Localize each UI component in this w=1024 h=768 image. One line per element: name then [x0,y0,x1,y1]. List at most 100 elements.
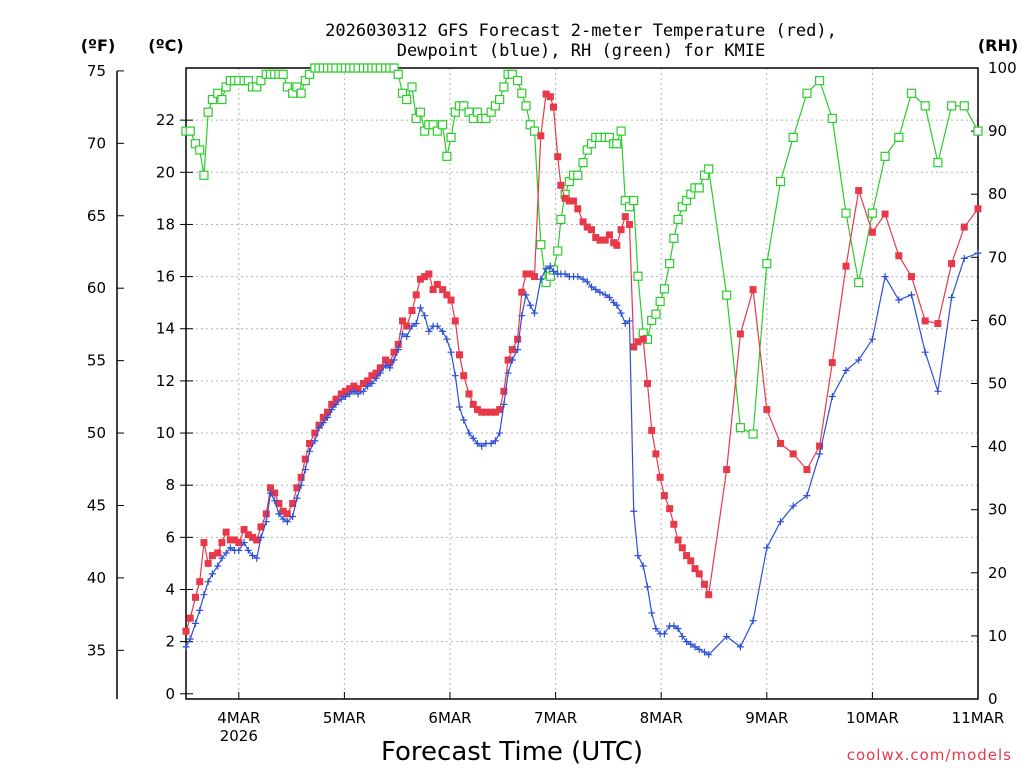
tick-labels: 4MAR 5MAR 6MAR 7MAR 8MAR 9MAR 10MAR 11MAR202602… [87,59,1017,745]
rh-point [507,69,517,79]
temperature-point [218,539,226,547]
dewpoint-point [289,512,297,520]
dewpoint-point [204,578,212,586]
dewpoint-point [705,651,713,659]
rh-point [217,94,227,105]
dewpoint-point [542,265,550,273]
temperature-point [451,317,459,325]
temperature-point [350,382,358,390]
temperature-point [482,408,490,416]
temperature-point [204,559,212,567]
celsius-tick-label: 16 [156,268,175,286]
dewpoint-point [648,609,656,617]
dewpoint-point [723,632,731,640]
temperature-point [262,510,270,518]
temperature-point [386,359,394,367]
dewpoint-point [881,273,889,281]
dewpoint-point [960,254,968,262]
temperature-point [372,369,380,377]
chart-title-line2: Dewpoint (blue), RH (green) for KMIE [397,41,765,61]
rh-point [841,208,851,218]
temperature-point [695,570,703,578]
temperature-point [182,627,190,635]
temperature-point [705,591,713,599]
temperature-point [301,455,309,463]
dewpoint-point [460,416,468,424]
temperature-point [398,317,406,325]
rh-point [973,126,983,136]
x-tick-label: 5MAR [323,709,366,727]
rh-point [735,423,746,433]
temperature-point [789,450,797,458]
temperature-point [447,296,455,304]
rh-point [906,88,917,98]
dewpoint-point [403,333,411,341]
temperature-point [881,210,889,218]
temperature-point [691,565,699,573]
fahrenheit-tick-label: 50 [87,424,106,442]
rh-tick-label: 100 [988,59,1017,77]
rh-point [665,259,675,269]
dewpoint-point [626,317,634,325]
temperature-point [412,291,420,299]
rh-point [402,94,412,105]
rh-point [946,101,957,111]
temperature-point [186,614,194,622]
dewpoint-point [394,346,402,354]
dewpoint-point [249,552,257,560]
temperature-point [311,429,319,437]
rh-point [195,145,205,155]
temperature-point [283,510,291,518]
rh-point [775,176,786,187]
dewpoint-point [491,437,499,445]
temperature-point [583,223,591,231]
dewpoint-point [421,312,429,320]
temperature-point [526,270,534,278]
rh-point [393,69,403,79]
temperature-point [639,335,647,343]
temperature-point [297,473,305,481]
dewpoint-point [526,301,534,309]
rh-tick-label: 30 [988,501,1007,519]
temperature-point [574,205,582,213]
dewpoint-point [208,570,216,578]
fahrenheit-tick-label: 40 [87,569,106,587]
temperature-point [816,442,824,450]
rh-point [673,214,683,225]
dewpoint-point [803,492,811,500]
rh-point [633,271,643,281]
rh-point [282,82,292,92]
x-tick-label: 10MAR [846,709,899,727]
temperature-point [700,580,708,588]
temperature-point [570,197,578,205]
dewpoint-point [561,270,569,278]
temperature-point [253,536,261,544]
temperature-point [293,484,301,492]
temperature-point [763,406,771,414]
dewpoint-point [777,518,785,526]
rh-point [659,284,669,294]
temperature-point [240,526,248,534]
dewpoint-point [948,293,956,301]
dewpoint-point [218,554,226,562]
rh-point [669,233,679,243]
rh-point [442,151,452,161]
rh-point [814,76,825,86]
dewpoint-point [789,502,797,510]
temperature-point [382,356,390,364]
temperature-point [634,338,642,346]
rh-point [867,208,878,218]
rh-point [556,214,566,225]
temperature-point [630,343,638,351]
temperature-point [542,90,550,98]
temperature-point [439,286,447,294]
dewpoint-point [328,406,336,414]
rh-point [199,170,209,180]
temperature-point [557,181,565,189]
dewpoint-series [182,249,982,659]
rh-point [854,277,864,288]
dewpoint-point [496,429,504,437]
temperature-point [390,348,398,356]
temperature-point [674,536,682,544]
rh-tick-label: 20 [988,564,1007,582]
